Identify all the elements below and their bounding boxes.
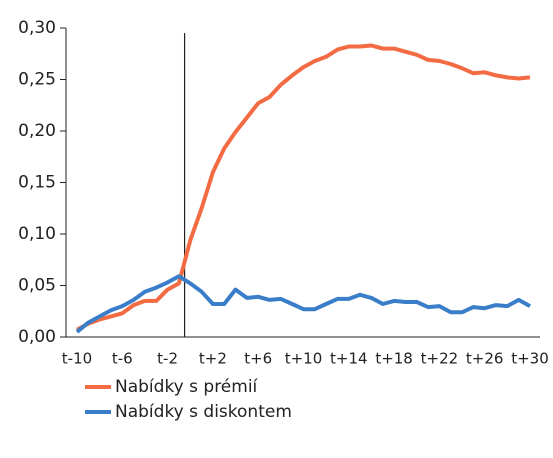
x-tick-label: t+26: [466, 350, 504, 368]
series-line: [75, 274, 531, 334]
x-tick-label: t+6: [244, 350, 272, 368]
x-tick-label: t+2: [199, 350, 227, 368]
x-tick-label: t+14: [330, 350, 368, 368]
y-tick-label: 0,00: [18, 327, 56, 347]
x-tick-label: t+18: [375, 350, 413, 368]
series-line: [76, 43, 531, 332]
y-tick-label: 0,25: [18, 70, 56, 90]
y-tick-label: 0,05: [18, 276, 56, 296]
x-tick-label: t-10: [62, 350, 92, 368]
x-tick-label: t+22: [421, 350, 459, 368]
x-tick-label: t-6: [112, 350, 133, 368]
y-tick-label: 0,30: [18, 18, 56, 38]
y-tick-label: 0,10: [18, 224, 56, 244]
y-tick-label: 0,20: [18, 121, 56, 141]
x-tick-label: t+30: [511, 350, 549, 368]
x-tick-label: t-2: [157, 350, 178, 368]
y-tick-label: 0,15: [18, 173, 56, 193]
legend-label: Nabídky s diskontem: [115, 402, 292, 422]
legend-label: Nabídky s prémií: [115, 377, 259, 397]
x-tick-label: t+10: [285, 350, 323, 368]
